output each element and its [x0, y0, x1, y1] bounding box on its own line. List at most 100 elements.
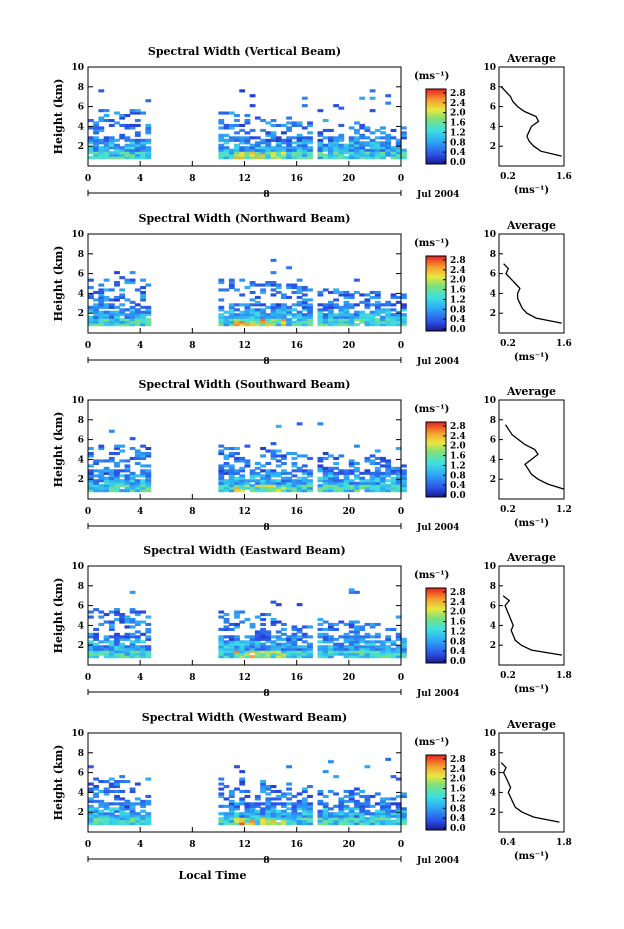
heatmap-cell [348, 789, 355, 793]
heatmap-cell [395, 486, 402, 490]
heatmap-cell [88, 655, 94, 659]
heatmap-cell [254, 146, 261, 150]
heatmap-cell [254, 489, 261, 493]
heatmap-cell [244, 315, 251, 319]
heatmap-cell [218, 308, 225, 312]
avg-y-tick-label: 2 [490, 309, 496, 319]
x-tick-label: 4 [137, 840, 143, 850]
heatmap-cell [317, 645, 324, 649]
heatmap-cell [223, 484, 230, 488]
heatmap-cell [317, 812, 324, 816]
heatmap-cell [234, 308, 240, 312]
heatmap-cell [108, 310, 115, 314]
heatmap-cell [244, 642, 251, 646]
heatmap-cell [364, 126, 371, 130]
heatmap-cell [286, 765, 292, 769]
heatmap-cell [354, 148, 360, 152]
heatmap-cell [145, 479, 152, 483]
heatmap-cell [281, 650, 287, 654]
heatmap-cell [322, 305, 329, 309]
heatmap-cell [301, 469, 308, 473]
heatmap-cell [103, 114, 110, 118]
heatmap-cell [401, 484, 407, 488]
heatmap-cell [234, 804, 240, 808]
heatmap-cell [333, 812, 339, 816]
heatmap-cell [234, 320, 240, 324]
heatmap-cell [296, 630, 303, 634]
heatmap-cell [301, 652, 308, 656]
heatmap-cell [296, 484, 303, 488]
heatmap-cell [301, 486, 308, 490]
heatmap-cell [129, 647, 136, 651]
heatmap-cell [93, 153, 99, 157]
heatmap-cell [390, 318, 397, 322]
heatmap-cell [114, 642, 120, 646]
heatmap-cell [260, 318, 266, 322]
heatmap-cell [265, 817, 272, 821]
heatmap-cell [307, 486, 313, 490]
heatmap-cell [98, 802, 105, 806]
heatmap-cell [348, 293, 355, 297]
heatmap-cell [317, 809, 324, 813]
heatmap-cell [281, 652, 287, 656]
heatmap-cell [98, 645, 105, 649]
heatmap-cell [275, 620, 282, 624]
heatmap-cell [244, 308, 251, 312]
heatmap-cell [98, 290, 105, 294]
heatmap-cell [333, 288, 339, 292]
heatmap-cell [218, 136, 225, 140]
heatmap-cell [338, 136, 345, 140]
heatmap-cell [119, 123, 126, 127]
heatmap-cell [296, 148, 303, 152]
heatmap-cell [234, 469, 240, 473]
heatmap-cell [218, 476, 225, 480]
heatmap-cell [359, 650, 366, 654]
heatmap-cell [395, 310, 402, 314]
heatmap-cell [364, 298, 371, 302]
heatmap-cell [354, 303, 360, 307]
heatmap-cell [218, 642, 225, 646]
heatmap-cell [364, 315, 371, 319]
heatmap-cell [228, 313, 235, 317]
heatmap-cell [328, 637, 334, 641]
colorbar-tick-label: 2.4 [450, 598, 466, 608]
heatmap-cell [395, 655, 402, 659]
heatmap-cell [291, 153, 298, 157]
heatmap-cell [301, 650, 308, 654]
heatmap-cell [338, 148, 345, 152]
heatmap-cell [108, 620, 115, 624]
heatmap-cell [134, 156, 141, 160]
heatmap-cell [395, 819, 402, 823]
heatmap-cell [234, 822, 240, 826]
heatmap-cell [140, 474, 146, 478]
heatmap-cell [124, 484, 131, 488]
heatmap-cell [328, 136, 334, 140]
heatmap-cell [328, 323, 334, 327]
heatmap-cell [260, 290, 266, 294]
heatmap-cell [359, 807, 366, 811]
heatmap-cell [301, 647, 308, 651]
heatmap-cell [134, 454, 141, 458]
heatmap-cell [260, 447, 266, 451]
colorbar-tick-label: 1.2 [450, 794, 466, 804]
heatmap-cell [354, 822, 360, 826]
heatmap-cell [103, 637, 110, 641]
heatmap-cell [88, 323, 94, 327]
panel-4: Spectral Width (Eastward Beam)246810Heig… [52, 544, 572, 699]
heatmap-cell [140, 318, 146, 322]
heatmap-cell [343, 632, 350, 636]
heatmap-cell [281, 471, 287, 475]
average-profile-line [500, 762, 560, 823]
heatmap-cell [301, 640, 308, 644]
heatmap-cell [286, 121, 292, 125]
heatmap-cell [328, 789, 334, 793]
heatmap-cell [88, 799, 94, 803]
heatmap-cell [119, 615, 126, 619]
heatmap-cell [317, 293, 324, 297]
heatmap-cell [374, 819, 381, 823]
heatmap-cell [343, 151, 350, 155]
heatmap-cell [244, 323, 251, 327]
heatmap-cell [134, 474, 141, 478]
heatmap-cell [291, 136, 298, 140]
heatmap-cell [249, 94, 256, 98]
